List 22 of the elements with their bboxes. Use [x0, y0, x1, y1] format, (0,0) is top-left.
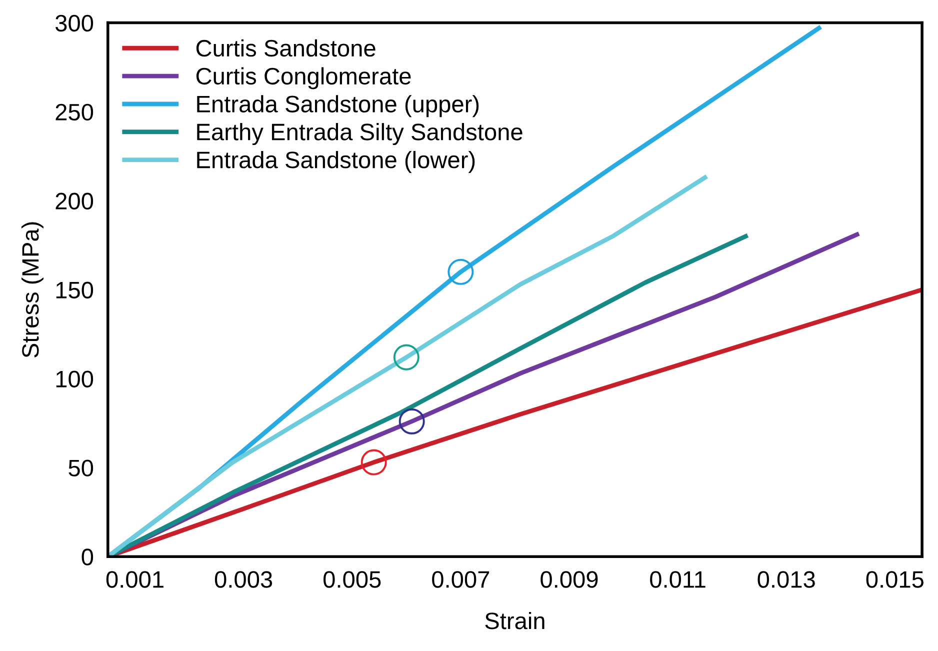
y-tick-label: 50	[68, 460, 94, 476]
legend-label: Earthy Entrada Silty Sandstone	[197, 123, 522, 146]
y-tick-label: 300	[55, 14, 94, 32]
x-tick-label: 0.009	[540, 571, 598, 588]
x-tick-label: 0.015	[866, 571, 924, 588]
x-tick-label: 0.013	[758, 571, 815, 588]
y-tick-label: 100	[56, 370, 94, 388]
x-axis-title: Strain	[485, 612, 544, 630]
y-tick-label: 150	[56, 282, 94, 298]
y-tick-label: 250	[56, 104, 94, 121]
legend-label: Curtis Conglomerate	[196, 67, 411, 90]
y-tick-label: 0	[82, 548, 94, 566]
x-tick-label: 0.005	[324, 571, 381, 588]
x-tick-label: 0.011	[650, 571, 706, 588]
legend-label: Entrada Sandstone (lower)	[197, 150, 475, 173]
x-tick-label: 0.007	[432, 571, 490, 588]
legend-label: Curtis Sandstone	[196, 39, 376, 57]
legend-label: Entrada Sandstone (upper)	[197, 95, 479, 118]
x-tick-label: 0.001	[106, 571, 164, 588]
y-tick-label: 200	[56, 192, 94, 210]
y-axis-title: Stress (MPa)	[21, 222, 44, 358]
x-tick-label: 0.003	[214, 571, 272, 588]
